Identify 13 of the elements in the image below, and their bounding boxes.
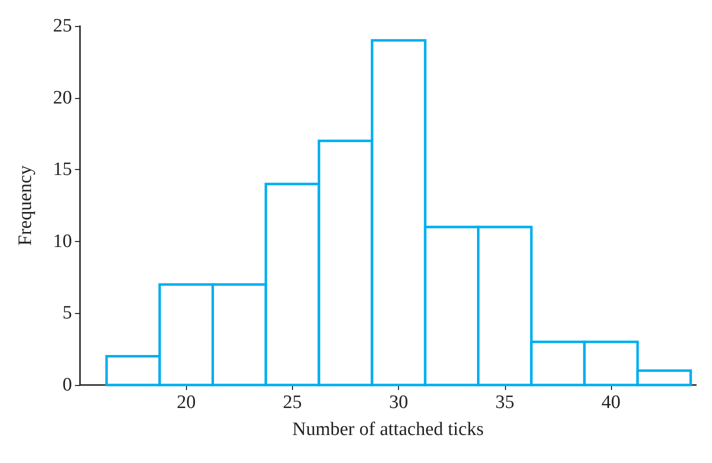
x-tick-label: 35 <box>495 392 514 413</box>
y-tick-label: 20 <box>53 87 72 108</box>
x-axis-title: Number of attached ticks <box>292 419 484 440</box>
y-axis-title: Frequency <box>15 164 36 246</box>
y-tick-label: 0 <box>62 374 72 396</box>
y-tick-label: 25 <box>53 16 72 36</box>
x-tick-label: 20 <box>176 392 196 413</box>
x-tick-label: 25 <box>282 392 302 413</box>
x-tick-label: 40 <box>602 392 621 413</box>
x-tick-label: 30 <box>389 392 408 413</box>
y-tick-label: 5 <box>62 302 72 324</box>
y-tick-label: 10 <box>53 230 72 252</box>
y-tick-label: 15 <box>53 159 72 180</box>
